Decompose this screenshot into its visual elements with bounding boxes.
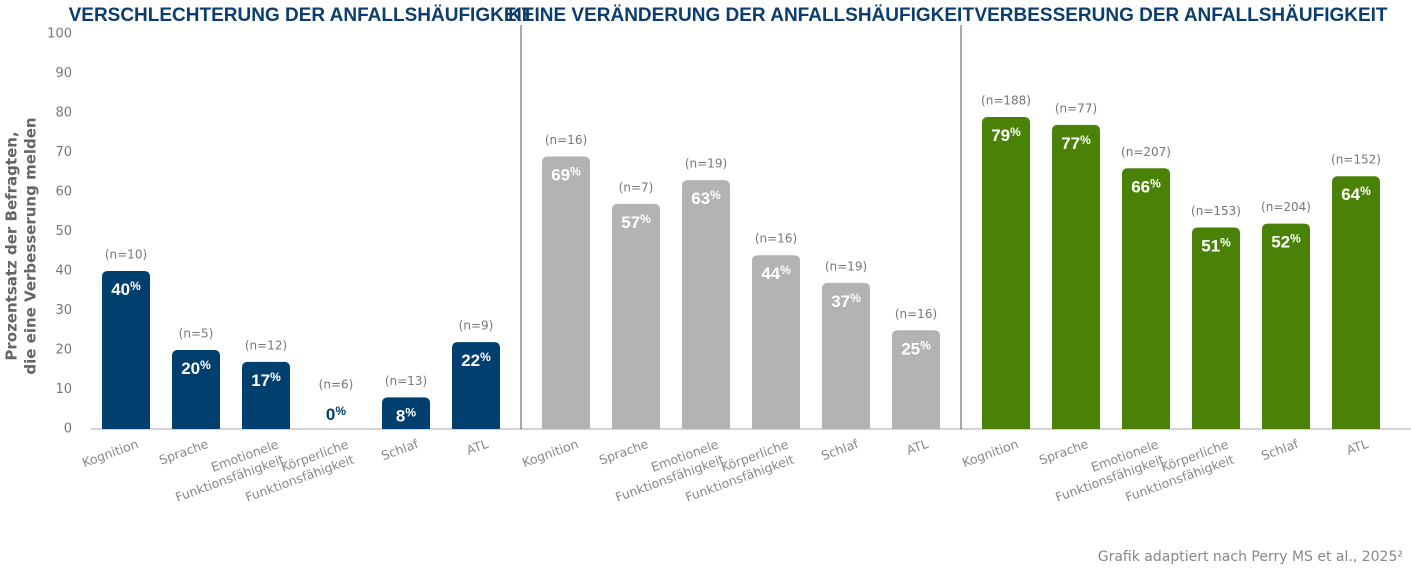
y-tick-label: 70 xyxy=(55,145,72,160)
value-label: 66% xyxy=(1131,176,1161,196)
value-label: 63% xyxy=(691,188,721,208)
bar xyxy=(612,203,660,429)
x-tick-label: Schlaf xyxy=(379,436,421,463)
panel-title: VERBESSERUNG DER ANFALLSHÄUFIGKEIT xyxy=(974,5,1387,26)
x-tick-label: Kognition xyxy=(960,436,1020,470)
bar xyxy=(102,271,150,429)
value-label: 8% xyxy=(396,406,416,426)
value-label: 25% xyxy=(901,338,931,358)
value-label: 69% xyxy=(551,165,581,185)
y-tick-label: 50 xyxy=(55,224,72,239)
y-tick-label: 40 xyxy=(55,264,72,279)
value-label: 20% xyxy=(181,358,211,378)
sample-size-label: (n=16) xyxy=(895,307,937,321)
sample-size-label: (n=5) xyxy=(179,327,214,341)
bar xyxy=(172,350,220,429)
sample-size-label: (n=152) xyxy=(1331,153,1381,167)
sample-size-label: (n=207) xyxy=(1121,145,1171,159)
bar xyxy=(752,255,800,429)
y-axis-label: die eine Verbesserung melden xyxy=(22,117,40,374)
sample-size-label: (n=204) xyxy=(1261,200,1311,214)
y-tick-label: 20 xyxy=(55,343,72,358)
y-tick-label: 0 xyxy=(64,422,72,437)
y-tick-label: 10 xyxy=(55,382,72,397)
bar xyxy=(1122,168,1170,430)
sample-size-label: (n=6) xyxy=(319,378,354,392)
bar xyxy=(382,397,430,429)
sample-size-label: (n=16) xyxy=(545,133,587,147)
sample-size-label: (n=19) xyxy=(825,259,867,273)
source-note: Grafik adaptiert nach Perry MS et al., 2… xyxy=(1098,549,1403,565)
sample-size-label: (n=7) xyxy=(619,180,654,194)
sample-size-label: (n=10) xyxy=(105,248,147,262)
y-axis-label: Prozentsatz der Befragten, xyxy=(3,131,21,360)
x-tick-label: Kognition xyxy=(80,436,140,470)
bar xyxy=(1332,176,1380,429)
value-label: 17% xyxy=(251,370,281,390)
value-label: 22% xyxy=(461,350,491,370)
value-label: 37% xyxy=(831,291,861,311)
panel-title: KEINE VERÄNDERUNG DER ANFALLSHÄUFIGKEIT xyxy=(508,5,974,26)
sample-size-label: (n=16) xyxy=(755,232,797,246)
value-label: 57% xyxy=(621,212,651,232)
x-tick-label: Sprache xyxy=(597,436,650,468)
x-tick-label: Schlaf xyxy=(1259,436,1301,463)
bar xyxy=(242,361,290,429)
y-tick-label: 30 xyxy=(55,303,72,318)
value-label: 79% xyxy=(991,125,1021,145)
x-tick-label: Sprache xyxy=(157,436,210,468)
sample-size-label: (n=19) xyxy=(685,157,727,171)
bar xyxy=(1192,227,1240,429)
bar xyxy=(1052,124,1100,429)
y-tick-label: 60 xyxy=(55,185,72,200)
bar xyxy=(452,342,500,429)
y-tick-label: 90 xyxy=(55,66,72,81)
x-tick-label: ATL xyxy=(464,436,490,458)
bar xyxy=(682,180,730,429)
bar xyxy=(1262,223,1310,429)
y-tick-label: 80 xyxy=(55,106,72,121)
x-tick-label: Sprache xyxy=(1037,436,1090,468)
sample-size-label: (n=9) xyxy=(459,319,494,333)
x-tick-label: Kognition xyxy=(520,436,580,470)
panel-title: VERSCHLECHTERUNG DER ANFALLSHÄUFIGKEIT xyxy=(69,5,534,26)
value-label: 51% xyxy=(1201,236,1231,256)
bar xyxy=(822,282,870,429)
value-label: 64% xyxy=(1341,184,1371,204)
sample-size-label: (n=188) xyxy=(981,93,1031,107)
bar xyxy=(542,156,590,429)
bar xyxy=(982,116,1030,429)
sample-size-label: (n=13) xyxy=(385,374,427,388)
value-label: 52% xyxy=(1271,232,1301,252)
value-label: 44% xyxy=(761,263,791,283)
sample-size-label: (n=77) xyxy=(1055,101,1097,115)
sample-size-label: (n=153) xyxy=(1191,204,1241,218)
value-label: 40% xyxy=(111,279,141,299)
x-tick-label: ATL xyxy=(1344,436,1370,458)
x-tick-label: Schlaf xyxy=(819,436,861,463)
bar xyxy=(892,330,940,429)
value-label: 77% xyxy=(1061,133,1091,153)
x-tick-label: ATL xyxy=(904,436,930,458)
value-label: 0% xyxy=(326,404,346,424)
sample-size-label: (n=12) xyxy=(245,338,287,352)
y-tick-label: 100 xyxy=(47,27,72,42)
